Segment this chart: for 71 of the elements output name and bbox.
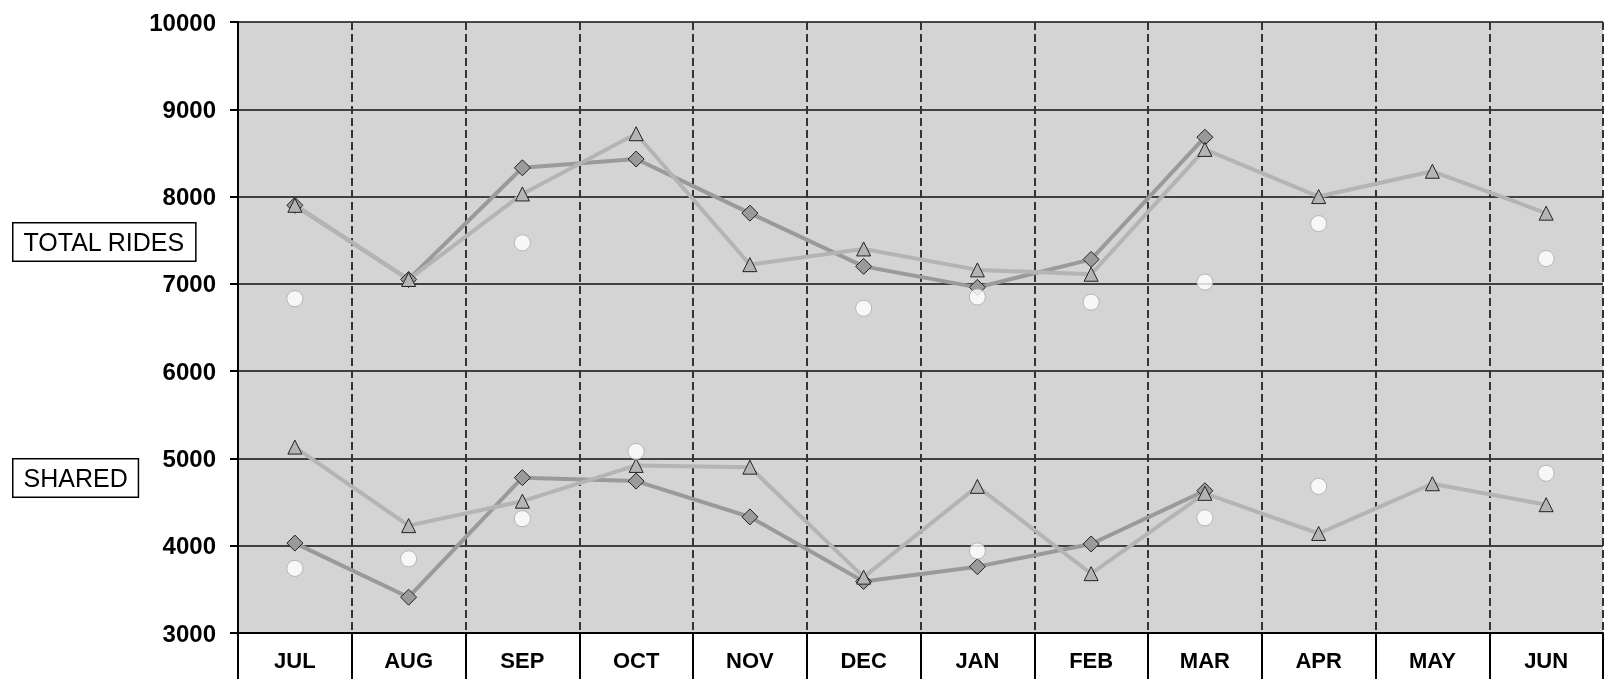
point [627,472,645,490]
point [1310,215,1328,233]
point [286,559,304,577]
y-tick-label: 7000 [162,270,216,298]
point [1311,189,1327,205]
point [1083,266,1099,282]
point [968,288,986,306]
point [1537,250,1555,268]
x-tick-label: MAY [1408,647,1457,673]
point [1197,141,1213,157]
y-tick-label: 9000 [162,95,216,123]
point [741,204,759,222]
point [1196,128,1214,146]
x-tick-label: JUL [274,647,316,673]
x-tick-label: FEB [1069,647,1114,673]
point [1082,535,1100,553]
x-tick-label: JUN [1524,647,1569,673]
point [401,518,417,534]
point [627,150,645,168]
point [513,234,531,252]
point [856,569,872,585]
point [1196,273,1214,291]
point [400,550,418,568]
point [287,439,303,455]
point [856,241,872,257]
point [628,126,644,142]
point [514,493,530,509]
point [969,478,985,494]
y-tick-label: 4000 [162,532,216,560]
point [1424,163,1440,179]
y-tick-label: 3000 [162,619,216,647]
point [286,290,304,308]
x-tick-label: OCT [612,647,660,673]
y-tick-label: 6000 [162,357,216,385]
point [855,299,873,317]
point [1082,250,1100,268]
x-tick-label: SEP [500,647,545,673]
point [1538,205,1554,221]
point [513,469,531,487]
x-tick-label: APR [1295,647,1342,673]
x-tick-label: AUG [384,647,434,673]
point [742,257,758,273]
point [855,257,873,275]
y-tick-label: 10000 [149,8,216,36]
y-tick-label: 5000 [162,444,216,472]
x-tick-label: MAR [1179,647,1231,673]
point [742,459,758,475]
point [1196,509,1214,527]
y-tick-label: 8000 [162,183,216,211]
point [1537,464,1555,482]
point [1083,566,1099,582]
text: TOTAL RIDES [23,228,185,256]
point [1082,293,1100,311]
point [286,534,304,552]
x-tick-label: JAN [955,647,1000,673]
point [968,542,986,560]
point [627,442,645,460]
point [514,186,530,202]
point [969,262,985,278]
x-tick-label: NOV [726,647,775,673]
text: SHARED [23,464,128,492]
point [1311,525,1327,541]
point [400,588,418,606]
point [968,558,986,576]
x-tick-label: DEC [840,647,887,673]
point [1538,497,1554,513]
point [1424,476,1440,492]
point [513,159,531,177]
point [1310,477,1328,495]
point [513,510,531,528]
point [741,508,759,526]
